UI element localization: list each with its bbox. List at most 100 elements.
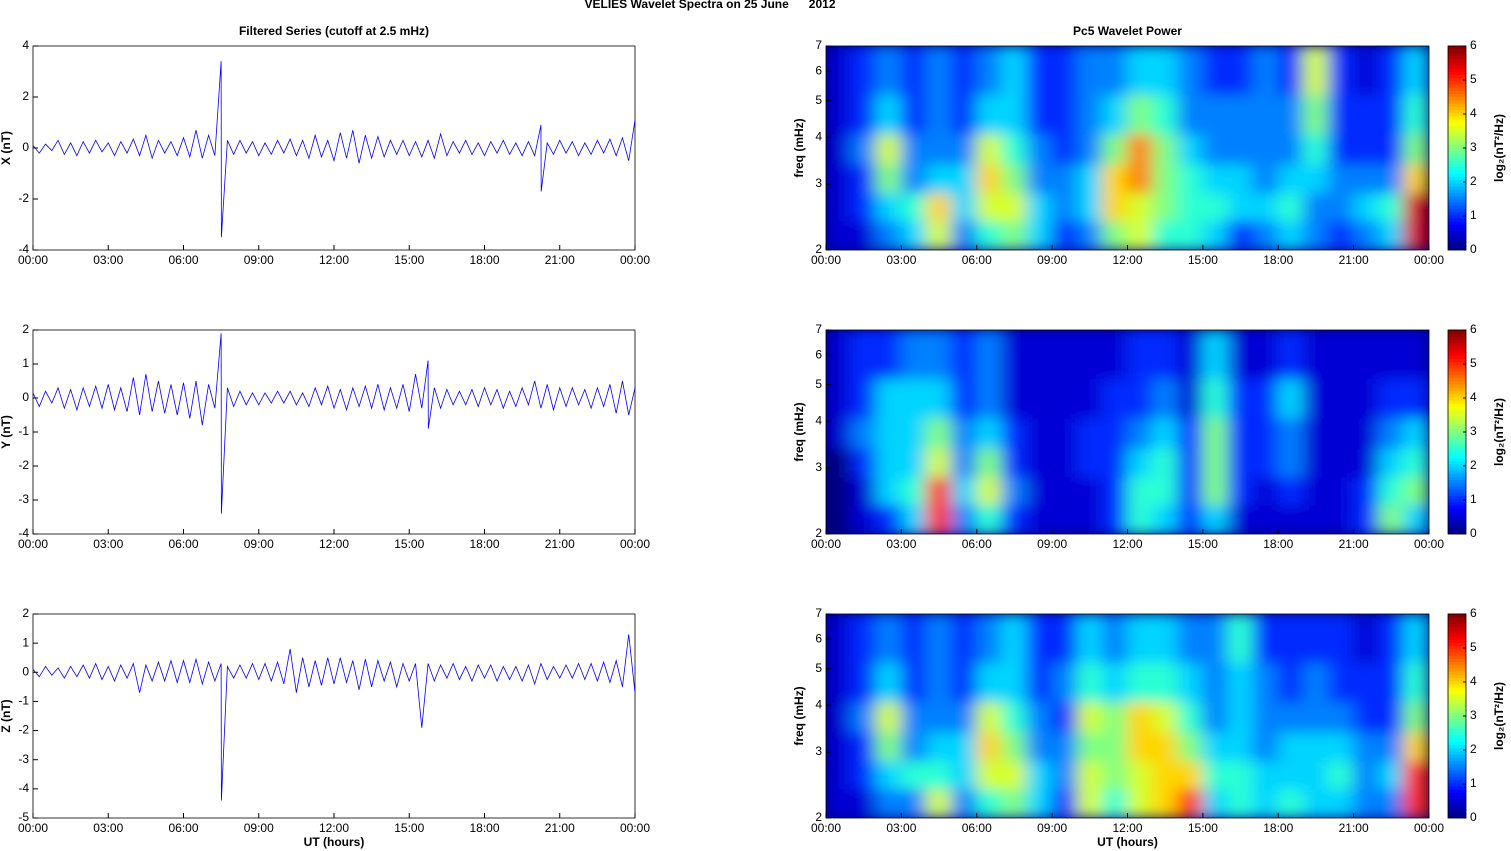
colorbar-segment [1448,364,1466,369]
colorbar-segment [1448,345,1466,350]
y-tick-label: -3 [18,752,29,766]
colorbar-segment [1448,80,1466,85]
heatmap-cell [1277,476,1304,506]
heatmap-cell [976,330,1003,380]
heatmap-cell [926,731,953,762]
y-tick-label: -2 [18,458,29,472]
panel-title: Filtered Series (cutoff at 2.5 mHz) [239,24,429,38]
heatmap-cell [926,662,953,703]
x-tick-label: 00:00 [620,253,650,267]
colorbar-segment [1448,450,1466,455]
heatmap-cell [1202,731,1229,762]
colorbar-label: log₂(nT²/Hz) [1492,682,1506,750]
colorbar-segment [1448,731,1466,736]
heatmap-cell [976,662,1003,703]
x-tick-label: 21:00 [545,253,575,267]
colorbar-segment [1448,744,1466,749]
x-tick-label: 09:00 [1037,537,1067,551]
colorbar-segment [1448,211,1466,216]
y-tick-label: 1 [22,356,29,370]
colorbar-segment [1448,683,1466,688]
heatmap-cell [1252,133,1279,165]
heatmap-cell [951,192,978,222]
heatmap-cell [1353,504,1380,534]
y-tick-label: 2 [815,810,822,824]
heatmap-cell [1403,476,1429,506]
colorbar-segment [1448,463,1466,468]
heatmap-cell [1353,701,1380,733]
heatmap-cell [1127,220,1154,250]
heatmap-cell [1026,192,1053,222]
heatmap-cell [850,731,877,762]
heatmap-cell [1328,163,1355,194]
heatmap-cell [1227,94,1254,135]
y-tick-label: -4 [18,781,29,795]
colorbar-tick-label: 4 [1470,390,1477,404]
heatmap-cell [1076,330,1103,380]
heatmap-cell [1101,504,1128,534]
x-tick-label: 15:00 [1188,537,1218,551]
heatmap-cell [1177,220,1204,250]
colorbar-segment [1448,418,1466,423]
heatmap-cell [1152,192,1179,222]
heatmap-cell [900,163,927,194]
heatmap-cell [1328,504,1355,534]
heatmap-cell [875,378,902,419]
heatmap-cell [1277,46,1304,96]
heatmap-cell [900,504,927,534]
heatmap-cell [1127,476,1154,506]
heatmap-cell [1152,447,1179,478]
heatmap-cell [1101,163,1128,194]
heatmap-cell [1177,788,1204,818]
heatmap-cell [1101,447,1128,478]
y-tick-label: 4 [815,697,822,711]
colorbar-segment [1448,473,1466,477]
colorbar-segment [1448,753,1466,758]
colorbar-segment [1448,712,1466,717]
colorbar-segment [1448,715,1466,720]
colorbar-segment [1448,460,1466,465]
colorbar-segment [1448,185,1466,190]
heatmap-cell [875,163,902,194]
heatmap-cell [875,701,902,733]
heatmap-cell [875,417,902,449]
colorbar-segment [1448,246,1466,251]
heatmap-cell [1101,378,1128,419]
heatmap-cell [1302,46,1329,96]
colorbar-segment [1448,154,1466,158]
heatmap-cell [875,504,902,534]
x-tick-label: 00:00 [811,253,841,267]
heatmap-cell [1076,476,1103,506]
heatmap-cell [1101,94,1128,135]
heatmap-cell [826,731,852,762]
heatmap-cell [1378,163,1405,194]
heatmap-cell [1328,94,1355,135]
heatmap-cell [1127,163,1154,194]
heatmap-cell [1152,701,1179,733]
heatmap-cell [1076,417,1103,449]
heatmap-cell [850,94,877,135]
x-tick-label: 00:00 [811,537,841,551]
heatmap-cell [1202,504,1229,534]
heatmap-cell [875,220,902,250]
colorbar-segment [1448,661,1466,666]
colorbar-segment [1448,738,1466,742]
colorbar-segment [1448,702,1466,707]
heatmap-cell [1026,788,1053,818]
colorbar-segment [1448,367,1466,372]
heatmap-cell [951,476,978,506]
heatmap-cell [1403,192,1429,222]
colorbar-segment [1448,399,1466,404]
colorbar-segment [1448,623,1466,628]
heatmap-cell [926,163,953,194]
colorbar-segment [1448,342,1466,347]
colorbar-tick-label: 2 [1470,742,1477,756]
y-tick-label: 0 [22,390,29,404]
heatmap-cell [1026,220,1053,250]
y-tick-label: 6 [815,63,822,77]
heatmap-cell [1252,476,1279,506]
heatmap-cell [826,662,852,703]
colorbar-tick-label: 4 [1470,106,1477,120]
heatmap-cell [826,614,852,664]
colorbar-segment [1448,476,1466,481]
